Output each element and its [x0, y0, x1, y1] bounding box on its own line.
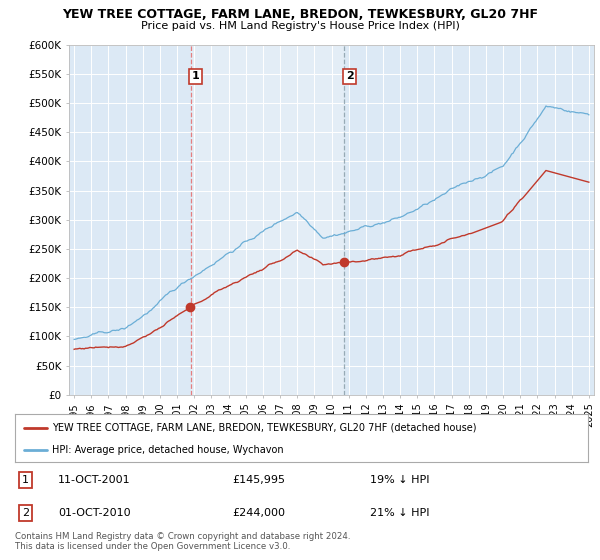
Text: 1: 1: [22, 475, 29, 484]
Text: 21% ↓ HPI: 21% ↓ HPI: [370, 508, 430, 517]
Text: 2: 2: [22, 508, 29, 517]
Text: 1: 1: [192, 71, 200, 81]
Text: YEW TREE COTTAGE, FARM LANE, BREDON, TEWKESBURY, GL20 7HF: YEW TREE COTTAGE, FARM LANE, BREDON, TEW…: [62, 8, 538, 21]
Text: Price paid vs. HM Land Registry's House Price Index (HPI): Price paid vs. HM Land Registry's House …: [140, 21, 460, 31]
Bar: [191, 45, 344, 395]
Text: £145,995: £145,995: [233, 475, 286, 484]
Text: 01-OCT-2010: 01-OCT-2010: [58, 508, 131, 517]
Text: Contains HM Land Registry data © Crown copyright and database right 2024.
This d: Contains HM Land Registry data © Crown c…: [15, 532, 350, 552]
Text: 2: 2: [346, 71, 353, 81]
Text: 19% ↓ HPI: 19% ↓ HPI: [370, 475, 430, 484]
Text: £244,000: £244,000: [233, 508, 286, 517]
Text: 11-OCT-2001: 11-OCT-2001: [58, 475, 131, 484]
Text: YEW TREE COTTAGE, FARM LANE, BREDON, TEWKESBURY, GL20 7HF (detached house): YEW TREE COTTAGE, FARM LANE, BREDON, TEW…: [52, 423, 477, 433]
Text: HPI: Average price, detached house, Wychavon: HPI: Average price, detached house, Wych…: [52, 445, 284, 455]
